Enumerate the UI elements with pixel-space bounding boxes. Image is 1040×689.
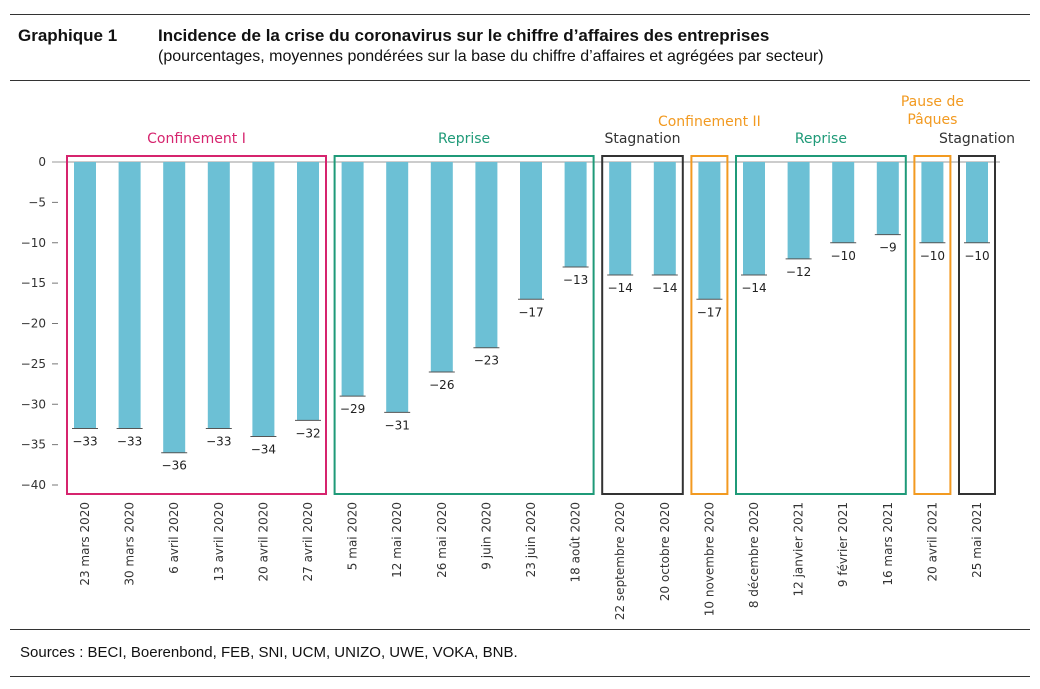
phase-label: Pause de — [901, 94, 964, 110]
figure-title: Incidence de la crise du coronavirus sur… — [158, 26, 770, 45]
phase-box — [735, 155, 907, 495]
x-tick-label: 20 avril 2021 — [925, 502, 939, 582]
bar — [653, 162, 676, 276]
x-tick-label: 8 décembre 2020 — [747, 502, 761, 608]
y-tick-label: −40 — [21, 478, 46, 492]
x-tick-label: 12 janvier 2021 — [792, 502, 806, 596]
data-label: −33 — [117, 434, 142, 448]
y-tick-label: −35 — [21, 438, 46, 452]
phase-box — [601, 155, 684, 495]
phase-box — [333, 155, 595, 495]
bar — [921, 162, 944, 243]
bar — [787, 162, 810, 259]
y-tick-label: 0 — [38, 155, 46, 169]
y-tick-label: −25 — [21, 357, 46, 371]
data-label: −32 — [295, 426, 320, 440]
y-tick-label: −30 — [21, 397, 46, 411]
x-tick-label: 18 août 2020 — [569, 502, 583, 582]
data-label: −34 — [251, 443, 276, 457]
data-label: −13 — [563, 273, 588, 287]
data-label: −17 — [697, 305, 722, 319]
phase-label: Reprise — [795, 131, 847, 147]
bar — [386, 162, 409, 413]
x-axis-labels: 23 mars 2020 30 mars 2020 6 avril 2020 13 a… — [78, 502, 984, 620]
bar — [564, 162, 587, 267]
phase-label: Stagnation — [939, 131, 1015, 147]
data-label: −31 — [385, 418, 410, 432]
bar — [520, 162, 542, 300]
phase-label: Confinement II — [658, 114, 761, 130]
bars: −33 −33 −36 −33 −34 −32 −29 −31 −26 −23 −17 −13 −14 −… — [72, 162, 990, 473]
bar — [341, 162, 364, 397]
footer-rule — [10, 629, 1030, 630]
data-label: −14 — [741, 281, 766, 295]
x-tick-label: 10 novembre 2020 — [702, 502, 716, 616]
x-tick-label: 27 avril 2020 — [301, 502, 315, 582]
phase-box — [913, 155, 952, 495]
data-label: −33 — [72, 434, 97, 448]
phase-label: Reprise — [438, 131, 490, 147]
data-label: −17 — [518, 305, 543, 319]
bar — [430, 162, 453, 372]
bar — [74, 162, 96, 429]
data-label: −12 — [786, 265, 811, 279]
data-label: −10 — [920, 249, 945, 263]
figure-label: Graphique 1 — [18, 26, 118, 45]
bar — [698, 162, 721, 300]
bar — [297, 162, 319, 421]
data-label: −10 — [831, 249, 856, 263]
bar-chart: 0 −5 −10 −15 −20 −25 −30 −35 −40 Confinement I Re… — [21, 94, 1015, 620]
x-tick-label: 9 juin 2020 — [479, 502, 493, 570]
x-tick-label: 30 mars 2020 — [123, 502, 137, 586]
x-tick-label: 16 mars 2021 — [881, 502, 895, 586]
bottom-rule — [10, 676, 1030, 677]
data-label: −29 — [340, 402, 365, 416]
bar — [876, 162, 899, 235]
data-label: −9 — [879, 241, 897, 255]
phase-label: Pâques — [907, 112, 957, 128]
data-label: −33 — [206, 434, 231, 448]
x-tick-label: 12 mai 2020 — [390, 502, 404, 578]
y-tick-label: −20 — [21, 317, 46, 331]
data-label: −36 — [162, 459, 187, 473]
x-tick-label: 6 avril 2020 — [167, 502, 181, 574]
bar — [832, 162, 855, 243]
top-rule — [10, 14, 1030, 15]
bar — [609, 162, 632, 276]
y-tick-label: −10 — [21, 236, 46, 250]
bar — [252, 162, 275, 437]
x-tick-label: 26 mai 2020 — [435, 502, 449, 578]
x-tick-label: 23 juin 2020 — [524, 502, 538, 577]
x-tick-label: 25 mai 2021 — [970, 502, 984, 578]
phase-box — [66, 155, 327, 495]
y-tick-label: −5 — [28, 195, 46, 209]
phase-box — [958, 155, 996, 495]
x-tick-label: 5 mai 2020 — [346, 502, 360, 570]
x-tick-label: 20 avril 2020 — [256, 502, 270, 582]
data-label: −26 — [429, 378, 454, 392]
phase-label: Stagnation — [604, 131, 680, 147]
bar — [207, 162, 230, 429]
source-note: Sources : BECI, Boerenbond, FEB, SNI, UC… — [20, 644, 518, 661]
x-tick-label: 9 février 2021 — [836, 502, 850, 587]
x-tick-label: 13 avril 2020 — [212, 502, 226, 582]
phase-box — [690, 155, 729, 495]
phase-label: Confinement I — [147, 131, 246, 147]
bar — [966, 162, 988, 243]
figure-subtitle: (pourcentages, moyennes pondérées sur la… — [158, 48, 824, 65]
data-label: −14 — [608, 281, 633, 295]
bar — [163, 162, 186, 453]
bar — [118, 162, 141, 429]
data-label: −14 — [652, 281, 677, 295]
bar — [743, 162, 765, 276]
x-tick-label: 23 mars 2020 — [78, 502, 92, 586]
phase-boxes: Confinement I Reprise StagnationConfinemen… — [66, 94, 1015, 495]
header-rule — [10, 80, 1030, 81]
x-tick-label: 22 septembre 2020 — [613, 502, 627, 620]
data-label: −23 — [474, 354, 499, 368]
bar — [475, 162, 498, 348]
y-tick-label: −15 — [21, 276, 46, 290]
data-label: −10 — [964, 249, 989, 263]
x-tick-label: 20 octobre 2020 — [658, 502, 672, 601]
